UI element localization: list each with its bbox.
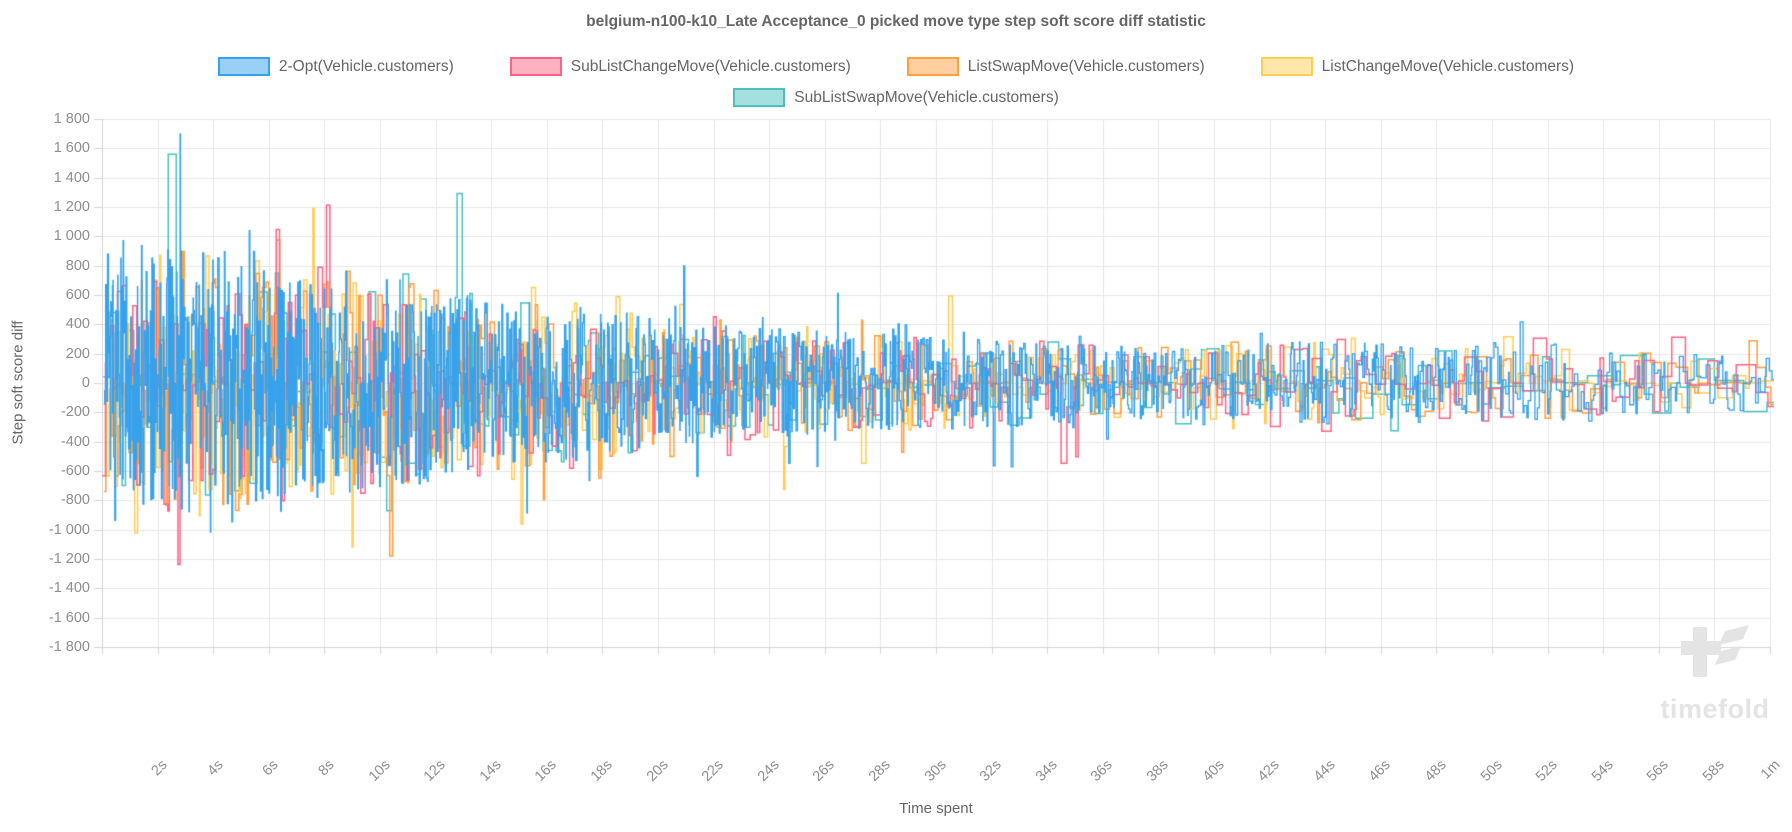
- timefold-logo-icon: [1681, 625, 1749, 677]
- legend-item-label: ListSwapMove(Vehicle.customers): [967, 57, 1205, 75]
- legend-item[interactable]: SubListChangeMove(Vehicle.customers): [509, 57, 851, 76]
- watermark-text: timefold: [1660, 694, 1770, 724]
- y-tick-label: -1 800: [48, 639, 90, 655]
- y-tick-label: 1 000: [53, 228, 90, 245]
- legend-swatch-icon: [217, 57, 270, 76]
- legend-swatch-icon: [509, 57, 562, 76]
- legend-item[interactable]: SubListSwapMove(Vehicle.customers): [733, 88, 1059, 107]
- y-tick-label: 400: [65, 316, 90, 333]
- legend-row-1: 2-Opt(Vehicle.customers) SubListChangeMov…: [0, 57, 1792, 76]
- y-tick-label: -1 600: [48, 609, 90, 626]
- y-tick-label: 1 800: [53, 111, 90, 127]
- y-tick-label: 1 400: [53, 169, 90, 186]
- legend-item-label: SubListChangeMove(Vehicle.customers): [570, 57, 851, 75]
- y-tick-label: -800: [60, 492, 90, 509]
- x-axis-title: Time spent: [899, 800, 973, 817]
- y-tick-label: 0: [81, 375, 90, 391]
- legend-item[interactable]: 2-Opt(Vehicle.customers): [217, 57, 454, 76]
- y-tick-label: -1 200: [48, 551, 90, 567]
- legend-swatch-icon: [906, 57, 959, 76]
- legend-item[interactable]: ListSwapMove(Vehicle.customers): [906, 57, 1205, 76]
- legend-row-2: SubListSwapMove(Vehicle.customers): [0, 88, 1792, 107]
- y-tick-label: 200: [65, 345, 90, 362]
- y-tick-label: -200: [60, 404, 90, 421]
- legend-swatch-icon: [733, 88, 786, 107]
- y-tick-label: -1 000: [48, 521, 90, 538]
- legend-item-label: 2-Opt(Vehicle.customers): [278, 57, 454, 75]
- y-tick-label: -600: [60, 463, 90, 479]
- y-tick-label: -400: [60, 433, 90, 450]
- y-tick-label: 600: [65, 287, 90, 303]
- legend-item[interactable]: ListChangeMove(Vehicle.customers): [1260, 57, 1575, 76]
- y-tick-label: 1 600: [53, 140, 90, 157]
- legend-item-label: ListChangeMove(Vehicle.customers): [1321, 57, 1575, 75]
- chart-title: belgium-n100-k10_Late Acceptance_0 picke…: [586, 13, 1206, 30]
- watermark: timefold: [1650, 625, 1780, 725]
- y-tick-label: -1 400: [48, 580, 90, 597]
- y-tick-label: 800: [65, 257, 90, 274]
- legend-swatch-icon: [1260, 57, 1313, 76]
- legend-item-label: SubListSwapMove(Vehicle.customers): [794, 88, 1059, 106]
- y-tick-label: 1 200: [53, 199, 90, 215]
